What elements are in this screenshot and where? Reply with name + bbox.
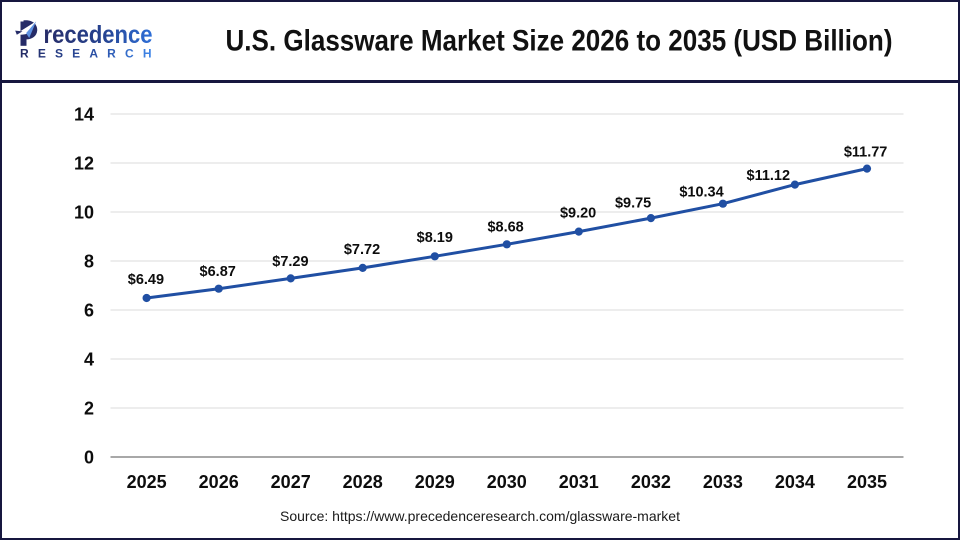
svg-text:2033: 2033 <box>703 472 743 492</box>
svg-text:2030: 2030 <box>487 472 527 492</box>
svg-text:2035: 2035 <box>847 472 887 492</box>
svg-text:6: 6 <box>84 300 94 320</box>
svg-text:Source: https://www.precedence: Source: https://www.precedenceresearch.c… <box>280 508 680 524</box>
svg-text:$11.12: $11.12 <box>747 168 791 184</box>
svg-text:2028: 2028 <box>343 472 383 492</box>
svg-text:10: 10 <box>74 202 94 222</box>
svg-text:14: 14 <box>74 104 94 124</box>
svg-text:$6.87: $6.87 <box>200 264 236 280</box>
svg-text:2: 2 <box>84 398 94 418</box>
svg-text:2034: 2034 <box>775 472 815 492</box>
svg-text:2027: 2027 <box>271 472 311 492</box>
svg-text:$7.29: $7.29 <box>272 254 308 270</box>
svg-text:$8.19: $8.19 <box>417 230 453 246</box>
svg-text:U.S. Glassware Market Size 202: U.S. Glassware Market Size 2026 to 2035 … <box>226 24 893 57</box>
svg-text:2026: 2026 <box>199 472 239 492</box>
svg-text:4: 4 <box>84 349 94 369</box>
svg-text:12: 12 <box>74 153 94 173</box>
svg-text:0: 0 <box>84 447 94 467</box>
svg-text:recedence: recedence <box>44 21 153 49</box>
svg-text:2031: 2031 <box>559 472 599 492</box>
svg-text:$8.68: $8.68 <box>487 219 523 235</box>
svg-text:$9.75: $9.75 <box>615 196 651 212</box>
svg-text:2025: 2025 <box>127 472 167 492</box>
svg-text:$10.34: $10.34 <box>679 184 723 200</box>
svg-text:8: 8 <box>84 251 94 271</box>
svg-text:$11.77: $11.77 <box>844 144 888 160</box>
svg-text:$7.72: $7.72 <box>344 242 380 258</box>
svg-text:$9.20: $9.20 <box>560 206 596 222</box>
svg-text:2029: 2029 <box>415 472 455 492</box>
svg-text:$6.49: $6.49 <box>128 272 164 288</box>
svg-text:2032: 2032 <box>631 472 671 492</box>
